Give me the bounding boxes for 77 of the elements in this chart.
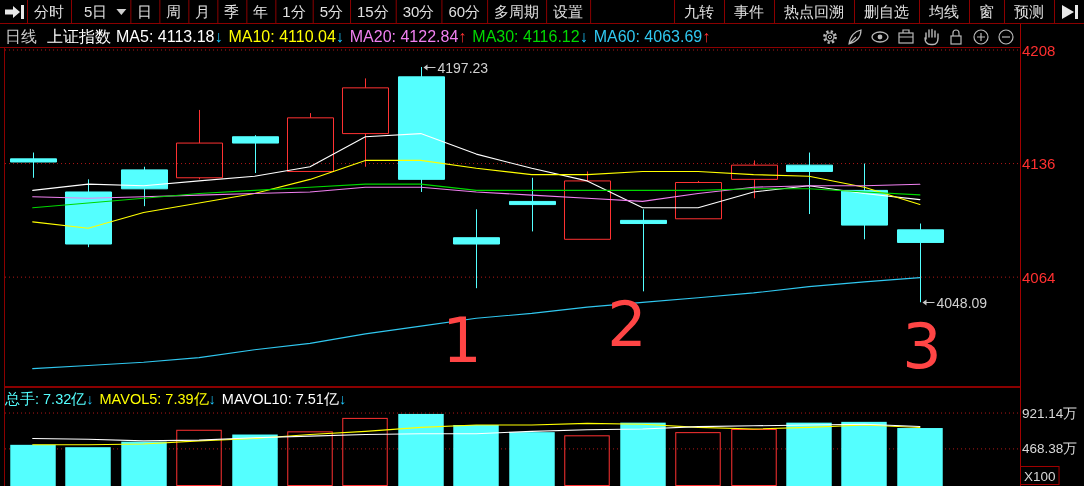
text: MA10: 4110.04↓ bbox=[228, 28, 344, 45]
bar bbox=[287, 431, 333, 486]
y-axis-title: X100 bbox=[1024, 468, 1056, 484]
text: 季 bbox=[224, 3, 240, 20]
text: 事件 bbox=[734, 3, 764, 20]
bar bbox=[342, 417, 388, 486]
bar bbox=[786, 422, 832, 486]
candlestick bbox=[9, 152, 58, 179]
text: 15分 bbox=[357, 3, 389, 20]
text: 周 bbox=[166, 3, 182, 20]
y-tick-label: 4136 bbox=[1022, 155, 1056, 173]
bar bbox=[620, 422, 666, 486]
text: 多周期 bbox=[494, 3, 540, 20]
text: 年 bbox=[253, 3, 269, 20]
candlestick bbox=[674, 180, 723, 220]
candlestick bbox=[452, 208, 501, 289]
bar bbox=[398, 413, 444, 486]
annotation: 4197.23 bbox=[437, 59, 489, 76]
text: 月 bbox=[195, 3, 211, 20]
text: 热点回溯 bbox=[784, 3, 844, 20]
text: MA60: 4063.69↑ bbox=[593, 28, 711, 45]
line-series bbox=[32, 133, 921, 209]
annotation: 4048.09 bbox=[936, 294, 988, 311]
text: 九转 bbox=[684, 3, 714, 20]
text: 1分 bbox=[282, 3, 306, 20]
chart-subtitle: 日线 bbox=[5, 28, 37, 45]
text: 日 bbox=[137, 3, 153, 20]
text: MA20: 4122.84↑ bbox=[349, 28, 467, 45]
y-tick-label: 4064 bbox=[1022, 268, 1056, 286]
annotation: 1 bbox=[442, 304, 482, 377]
candlestick bbox=[563, 170, 612, 240]
text: 60分 bbox=[448, 3, 481, 20]
bar bbox=[65, 447, 111, 486]
candlestick bbox=[840, 163, 889, 240]
candlestick bbox=[64, 178, 113, 248]
y-tick-label: 921.14万 bbox=[1022, 405, 1078, 421]
text: 窗 bbox=[979, 3, 994, 20]
text: 分时 bbox=[34, 3, 64, 20]
bar bbox=[232, 434, 278, 486]
candlestick bbox=[785, 152, 834, 215]
annotation: 3 bbox=[902, 310, 942, 383]
candlestick bbox=[341, 77, 390, 168]
annotation: 2 bbox=[607, 288, 647, 361]
line-series bbox=[32, 183, 921, 202]
bar bbox=[564, 435, 610, 486]
text: 5分 bbox=[319, 3, 344, 20]
text: 均线 bbox=[928, 3, 959, 20]
bar bbox=[675, 432, 721, 486]
text: 5日 bbox=[84, 3, 108, 20]
text: 删自选 bbox=[864, 3, 909, 20]
bar bbox=[841, 421, 887, 486]
candlestick bbox=[286, 112, 335, 172]
text: 设置 bbox=[553, 3, 584, 20]
bar bbox=[897, 428, 943, 486]
text: MAVOL5: 7.39亿↓ bbox=[99, 391, 216, 407]
candlestick bbox=[730, 159, 779, 199]
text: MA30: 4116.12↓ bbox=[472, 28, 588, 45]
bar bbox=[121, 441, 167, 486]
bar bbox=[176, 429, 222, 486]
y-tick-label: 4208 bbox=[1022, 41, 1056, 59]
line-series bbox=[32, 183, 921, 209]
bar bbox=[509, 432, 555, 486]
bar bbox=[453, 425, 499, 486]
candlestick bbox=[120, 166, 169, 207]
chart-title: 上证指数 bbox=[47, 28, 111, 45]
line-series bbox=[32, 159, 921, 229]
candlestick bbox=[619, 208, 668, 292]
text: 30分 bbox=[402, 3, 435, 20]
y-tick-label: 468.38万 bbox=[1022, 441, 1078, 457]
bar bbox=[10, 444, 56, 486]
text: 总手: 7.32亿↓ bbox=[4, 391, 94, 407]
text: 预测 bbox=[1014, 3, 1044, 20]
bar bbox=[731, 428, 777, 486]
series-label: MAVOL10: 7.51亿↓ bbox=[221, 391, 347, 407]
candlestick bbox=[508, 177, 557, 232]
candlestick bbox=[231, 134, 280, 174]
text: MA5: 4113.18↓ bbox=[116, 28, 223, 45]
